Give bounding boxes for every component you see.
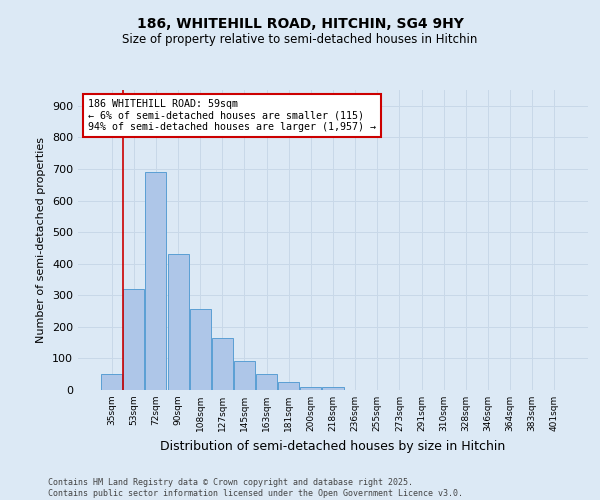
Bar <box>167 254 188 390</box>
X-axis label: Distribution of semi-detached houses by size in Hitchin: Distribution of semi-detached houses by … <box>160 440 506 452</box>
Bar <box>124 289 145 390</box>
Bar <box>301 387 322 390</box>
Bar <box>212 338 233 390</box>
Bar <box>145 172 166 390</box>
Text: 186, WHITEHILL ROAD, HITCHIN, SG4 9HY: 186, WHITEHILL ROAD, HITCHIN, SG4 9HY <box>137 18 463 32</box>
Text: Size of property relative to semi-detached houses in Hitchin: Size of property relative to semi-detach… <box>122 32 478 46</box>
Bar <box>278 382 299 390</box>
Bar <box>234 360 255 390</box>
Text: Contains HM Land Registry data © Crown copyright and database right 2025.
Contai: Contains HM Land Registry data © Crown c… <box>48 478 463 498</box>
Y-axis label: Number of semi-detached properties: Number of semi-detached properties <box>37 137 46 343</box>
Bar <box>256 374 277 390</box>
Bar <box>190 310 211 390</box>
Bar <box>322 388 344 390</box>
Text: 186 WHITEHILL ROAD: 59sqm
← 6% of semi-detached houses are smaller (115)
94% of : 186 WHITEHILL ROAD: 59sqm ← 6% of semi-d… <box>88 99 376 132</box>
Bar <box>101 374 122 390</box>
